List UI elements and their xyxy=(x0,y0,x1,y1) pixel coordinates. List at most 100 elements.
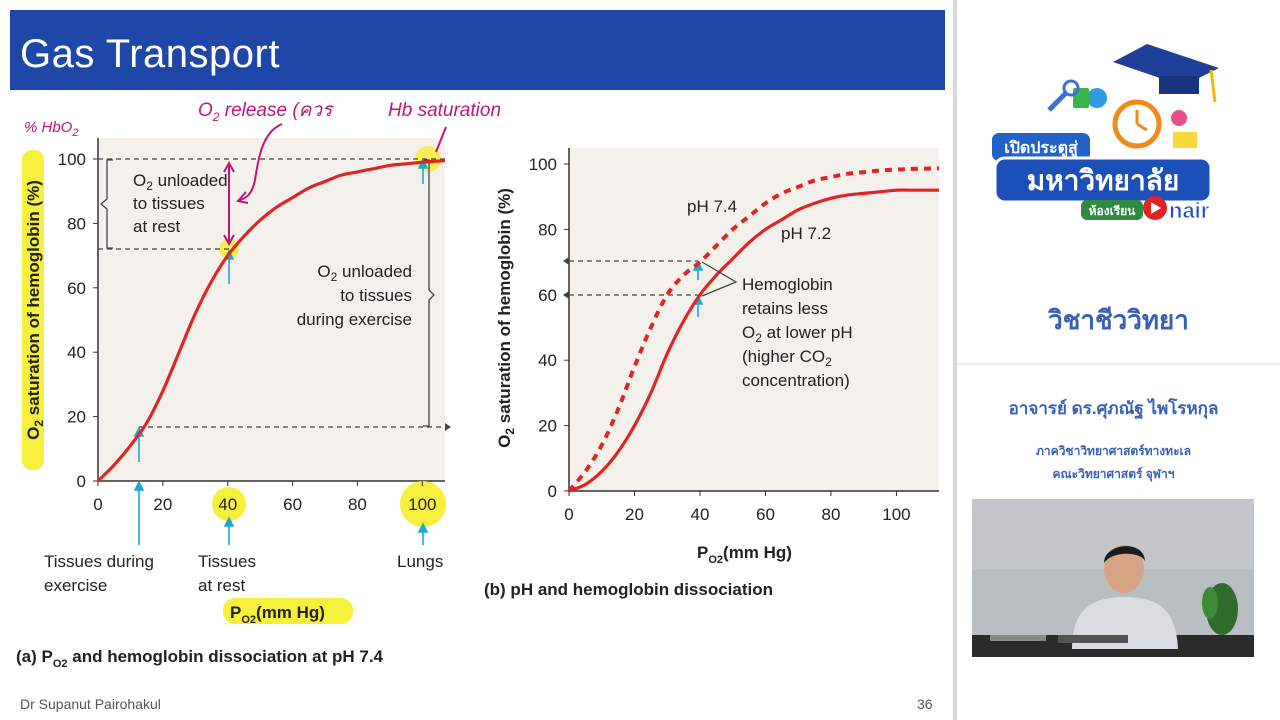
logo-onair-text: nair xyxy=(1169,198,1210,223)
chart-b-ticks: 0 20 40 60 80 100 0 20 40 60 80 100 xyxy=(529,155,911,524)
chart-a-caption: (a) PO2 and hemoglobin dissociation at p… xyxy=(16,647,384,670)
chart-b-xtick-label: 20 xyxy=(625,505,644,524)
chart-b-xtick-label: 80 xyxy=(821,505,840,524)
chart-b-xtick-label: 100 xyxy=(882,505,910,524)
magnifier-icon xyxy=(1047,90,1069,112)
ref-arrow-ph74 xyxy=(563,257,569,265)
below-rest-2: at rest xyxy=(198,576,246,595)
subject-title: วิชาชีววิทยา xyxy=(1048,305,1189,335)
highlight-xlabel xyxy=(223,598,353,624)
handwriting-strokes xyxy=(223,123,447,247)
bulb-icon xyxy=(1087,88,1107,108)
handwriting-hb-saturation: Hb saturation xyxy=(388,100,501,121)
rest-brace xyxy=(99,159,113,249)
chart-b-ytick-label: 20 xyxy=(538,417,557,436)
chart-a-xtick-label: 100 xyxy=(408,495,436,514)
chart-a-ytick-label: 100 xyxy=(58,150,86,169)
webcam-scene xyxy=(972,499,1254,657)
highlight-100 xyxy=(400,481,446,527)
faculty-name: คณะวิทยาศาสตร์ จุฬาฯ xyxy=(1052,467,1175,481)
chart-b-caption: (b) pH and hemoglobin dissociation xyxy=(484,580,773,599)
chart-a-ticks: 0 20 40 60 80 100 0 20 40 60 80 100 xyxy=(58,150,437,514)
chart-a-xtick-label: 0 xyxy=(93,495,102,514)
note-line1: Hemoglobin xyxy=(742,275,833,294)
highlight-40 xyxy=(212,487,246,521)
chart-a-xtick-label: 40 xyxy=(218,495,237,514)
ref-arrow-head xyxy=(445,423,451,431)
chart-a-plot-area xyxy=(98,138,445,481)
note-line2: retains less xyxy=(742,299,828,318)
program-logo: เปิดประตูสู่ มหาวิทยาลัย ห้องเรียน nair xyxy=(987,40,1247,230)
below-rest-1: Tissues xyxy=(198,552,256,571)
exercise-line3: during exercise xyxy=(297,310,412,329)
logo-text-2: มหาวิทยาลัย xyxy=(1027,165,1180,196)
chart-b-xlabel: PO2(mm Hg) xyxy=(697,543,792,566)
panel-separator xyxy=(957,363,1280,365)
exercise-line2: to tissues xyxy=(340,286,412,305)
rest-box-line2: to tissues xyxy=(133,194,205,213)
below-exercise-1: Tissues during xyxy=(44,552,154,571)
chart-b-xtick-label: 0 xyxy=(564,505,573,524)
note-line5: concentration) xyxy=(742,371,850,390)
note-pointer xyxy=(701,261,738,297)
chart-a-xtick-label: 60 xyxy=(283,495,302,514)
slide-title-bar: Gas Transport xyxy=(10,10,945,90)
note-line3: O2 at lower pH xyxy=(742,323,853,345)
exercise-line1: O2 unloaded xyxy=(317,262,412,284)
label-ph74: pH 7.4 xyxy=(687,197,737,216)
calculator-icon xyxy=(1073,88,1089,108)
page-number: 36 xyxy=(917,696,933,712)
chart-b-ytick-label: 80 xyxy=(538,220,557,239)
rest-box-line3: at rest xyxy=(133,217,181,236)
handwriting: % HbO2 O2 release (ควร Hb saturation xyxy=(24,100,501,139)
panel-divider xyxy=(953,0,957,720)
logo-graphic: เปิดประตูสู่ มหาวิทยาลัย ห้องเรียน nair xyxy=(990,44,1219,223)
note-line4: (higher CO2 xyxy=(742,347,832,369)
chart-b-ytick-label: 40 xyxy=(538,351,557,370)
slide-title: Gas Transport xyxy=(20,32,280,76)
department-name: ภาควิชาวิทยาศาสตร์ทางทะเล xyxy=(1036,444,1191,458)
side-panel: เปิดประตูสู่ มหาวิทยาลัย ห้องเรียน nair … xyxy=(957,0,1280,720)
chart-b-xtick-label: 40 xyxy=(691,505,710,524)
chart-a-ytick-label: 80 xyxy=(67,214,86,233)
presenter-hair xyxy=(1104,546,1145,563)
chart-b-ytick-label: 100 xyxy=(529,155,557,174)
clock-icon xyxy=(1112,99,1162,149)
handwriting-hbo2: % HbO2 xyxy=(24,119,78,139)
webcam-video xyxy=(972,499,1254,657)
curve-ph74 xyxy=(96,159,446,483)
chart-a-ytick-label: 20 xyxy=(67,408,86,427)
logo-room-badge xyxy=(1081,200,1143,220)
chart-b-xtick-label: 60 xyxy=(756,505,775,524)
slide: Gas Transport xyxy=(10,10,945,712)
chart-a-ytick-label: 0 xyxy=(77,472,86,491)
logo-room-text: ห้องเรียน xyxy=(1089,204,1137,218)
chart-a-xlabel: PO2(mm Hg) xyxy=(230,603,325,626)
chart-a-xtick-label: 20 xyxy=(153,495,172,514)
chart-a-ytick-label: 40 xyxy=(67,343,86,362)
chart-b-ytick-label: 60 xyxy=(538,286,557,305)
presenter-face xyxy=(1104,545,1144,593)
chart-a-ylabel: O2 saturation of hemoglobin (%) xyxy=(24,180,46,440)
chart-a-ytick-label: 60 xyxy=(67,279,86,298)
note-icon xyxy=(1173,132,1197,148)
logo-text-1: เปิดประตูสู่ xyxy=(1004,139,1078,159)
highlight-ylabel xyxy=(22,150,44,470)
graduation-cap-icon xyxy=(1113,44,1219,86)
chart-b-ylabel: O2 saturation of hemoglobin (%) xyxy=(495,188,517,448)
chart-a-xtick-label: 80 xyxy=(348,495,367,514)
handwriting-o2-release: O2 release (ควร xyxy=(198,100,335,124)
chart-b-annotations: pH 7.4 pH 7.2 Hemoglobin retains less O2… xyxy=(687,197,853,390)
below-lungs: Lungs xyxy=(397,552,443,571)
chart-a-annotations: O2 unloaded to tissues at rest O2 unload… xyxy=(44,171,443,595)
below-exercise-2: exercise xyxy=(44,576,107,595)
teacher-name: อาจารย์ ดร.ศุภณัฐ ไพโรหกุล xyxy=(1008,399,1219,418)
chart-b: 0 20 40 60 80 100 0 20 40 60 80 100 O2 saturation o… xyxy=(484,148,940,599)
label-ph72: pH 7.2 xyxy=(781,224,831,243)
chart-a: 0 20 40 60 80 100 0 20 40 60 80 100 O2 saturation o… xyxy=(16,100,501,670)
curve-ph72-solid xyxy=(568,188,939,493)
chart-b-ytick-label: 0 xyxy=(548,482,557,501)
author-footer: Dr Supanut Pairohakul xyxy=(20,696,161,712)
exercise-brace xyxy=(423,159,435,427)
